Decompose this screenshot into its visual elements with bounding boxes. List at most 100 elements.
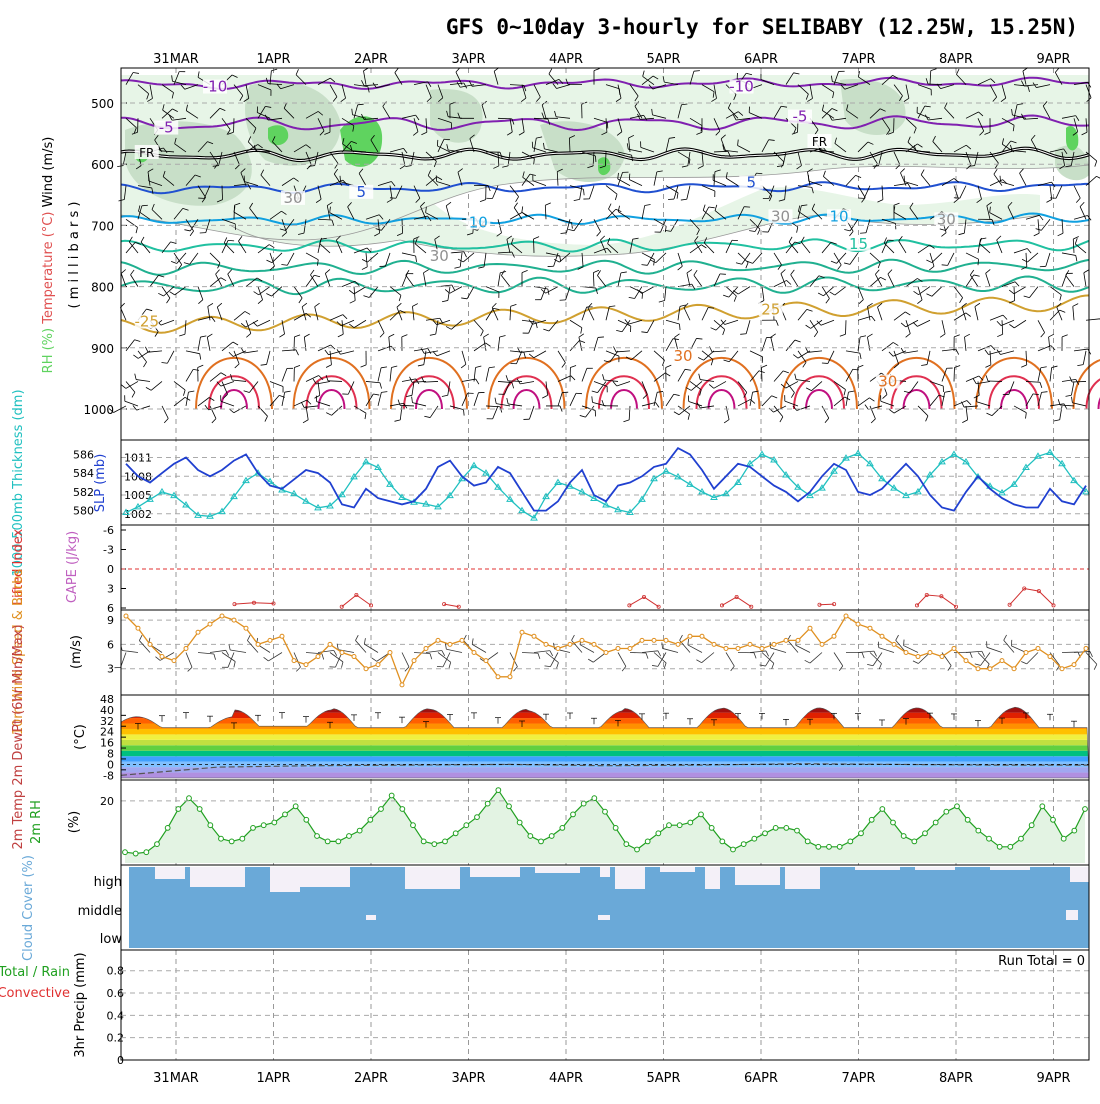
rh2m-marker — [176, 807, 181, 812]
wind-barb — [662, 642, 663, 648]
wind-barb — [645, 204, 651, 205]
temp-ylabel: 2m Temp 2m DewPt (6hr Min/Max) — [11, 624, 26, 849]
wind-barb — [641, 332, 647, 333]
wind-barb — [973, 379, 976, 384]
slp-tick-label: 1011 — [124, 452, 152, 465]
wind-barb — [642, 651, 658, 653]
rh2m-marker — [304, 817, 309, 822]
wind-barb — [664, 663, 666, 669]
wind-barb — [412, 397, 413, 403]
wind-barb — [228, 270, 232, 274]
wind-barb — [406, 270, 409, 275]
wind-barb — [1027, 653, 1038, 664]
y-tick-label: 900 — [91, 342, 114, 356]
wind-barb — [606, 186, 617, 195]
wind-speed-marker — [472, 651, 476, 655]
wind-barb — [184, 263, 190, 265]
wind-barb — [965, 337, 966, 351]
wind-barb — [977, 402, 990, 406]
rh2m-marker — [731, 847, 736, 852]
cloud-gap — [785, 867, 820, 889]
wind-barb — [296, 667, 300, 671]
wind-barb — [542, 395, 547, 398]
wind-barb — [520, 381, 534, 383]
wind-barb — [208, 303, 213, 306]
wind-barb — [121, 269, 126, 273]
wind-barb — [493, 308, 499, 309]
rh2m-marker — [901, 834, 906, 839]
wind-barb — [879, 648, 894, 653]
wind-barb — [1038, 219, 1039, 233]
wind-barb — [198, 365, 204, 367]
wind-barb — [834, 653, 843, 666]
temp-band — [121, 707, 1089, 712]
wind-barb — [684, 308, 690, 321]
wind-barb — [554, 643, 555, 649]
wind-barb — [133, 73, 139, 74]
wind-barb — [572, 635, 575, 640]
cloud-gap — [615, 867, 645, 889]
wind-barb — [723, 329, 725, 335]
page-title: GFS 0~10day 3-hourly for SELIBABY (12.25… — [446, 15, 1078, 39]
wind-barb — [472, 638, 473, 644]
wind-barb — [1050, 186, 1052, 200]
wind-barb — [609, 306, 615, 307]
wind-barb — [859, 300, 863, 304]
wind-barb — [1066, 395, 1072, 396]
wind-barb — [437, 666, 443, 667]
wind-barb — [210, 253, 220, 263]
rh2m-marker — [325, 839, 330, 844]
wind-speed-marker — [988, 667, 992, 671]
wind-barb — [618, 273, 621, 287]
wind-barb — [341, 662, 343, 668]
wind-barb — [301, 402, 304, 407]
wind-barb — [1034, 233, 1039, 236]
wind-speed-marker — [784, 638, 788, 642]
wind-barb — [498, 273, 500, 287]
wind-speed-marker — [952, 646, 956, 650]
wind-barb — [966, 651, 982, 652]
rh2m-marker — [251, 826, 256, 831]
wind-barb — [990, 315, 1003, 320]
wind-barb — [381, 392, 387, 393]
cloud-gap — [535, 867, 580, 873]
wind-barb — [373, 394, 379, 395]
isotherm-label: 10 — [829, 207, 848, 225]
temp-band — [121, 751, 1089, 756]
wind-barb — [1029, 287, 1038, 298]
wind-barb — [726, 406, 729, 420]
wind-barb — [940, 334, 945, 337]
wind-barb — [945, 391, 951, 392]
wind-barb — [1062, 379, 1076, 381]
wind-barb — [1070, 377, 1072, 383]
wind-barb — [1001, 320, 1014, 325]
wind-barb — [896, 635, 899, 640]
wind-barb — [791, 275, 798, 287]
rh2m-marker — [571, 812, 576, 817]
wind-barb — [332, 406, 342, 415]
rh2m-marker — [464, 823, 469, 828]
wind-barb — [860, 233, 866, 234]
wind-barb — [1096, 176, 1100, 179]
date-label-top: 1APR — [256, 52, 290, 67]
wind-barb — [222, 240, 228, 253]
wind-barb — [595, 156, 596, 162]
wind-barb — [917, 300, 922, 304]
cloud-gap — [1070, 867, 1089, 882]
wind-barb — [343, 315, 347, 319]
date-label-top: 9APR — [1036, 52, 1070, 67]
wind-barb — [221, 278, 226, 281]
wind-speed-marker — [1084, 646, 1088, 650]
wind-barb — [1014, 249, 1027, 253]
li-tick-label: -3 — [103, 544, 114, 557]
wind-barb — [299, 298, 302, 303]
wind-barb — [529, 406, 534, 419]
wind-barb — [1000, 176, 1001, 182]
wind-barb — [650, 260, 655, 263]
wind-barb — [974, 275, 980, 276]
wind-barb — [476, 379, 479, 384]
wind-barb — [1021, 661, 1027, 663]
wind-speed-marker — [748, 642, 752, 646]
wind-barb — [143, 362, 146, 367]
wind-barb — [597, 232, 601, 237]
